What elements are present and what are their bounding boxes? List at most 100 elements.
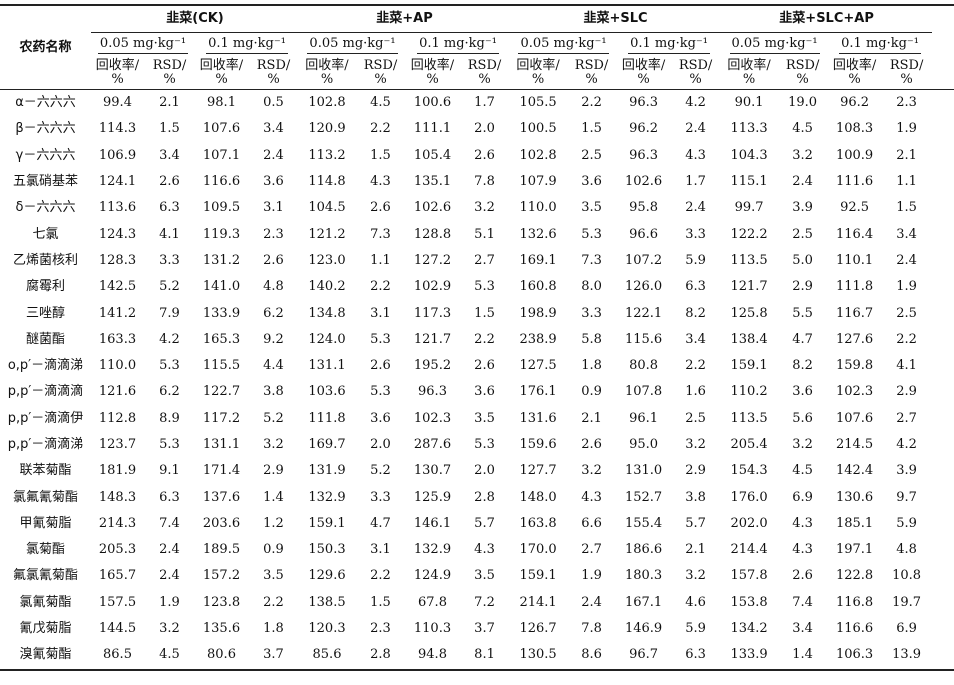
recovery-value: 102.6 bbox=[624, 174, 663, 190]
rsd-value: 1.7 bbox=[685, 174, 706, 190]
metric-header: RSD/% bbox=[144, 57, 195, 90]
rsd-value: 2.4 bbox=[263, 147, 284, 163]
metric-header: 回收率/% bbox=[510, 57, 567, 90]
recovery-value: 113.3 bbox=[730, 121, 768, 137]
level-label: 0.1 mg·kg⁻¹ bbox=[628, 36, 710, 54]
rsd-value: 5.8 bbox=[581, 331, 602, 347]
rsd-value: 2.6 bbox=[792, 568, 813, 584]
rsd-value: 2.7 bbox=[896, 410, 917, 426]
table-row: α－六六六 99.4 2.1 98.1 0.5 102.8 4.5 100.6 1.7 105.5… bbox=[0, 90, 954, 117]
rsd-value: 3.4 bbox=[896, 226, 917, 242]
rsd-value: 19.7 bbox=[892, 594, 922, 610]
rsd-value: 2.9 bbox=[263, 463, 284, 479]
rsd-value: 5.0 bbox=[792, 252, 813, 268]
table-row: p,p′－滴滴伊 112.8 8.9 117.2 5.2 111.8 3.6 102.3 3.5… bbox=[0, 406, 954, 432]
recovery-value: 120.3 bbox=[308, 621, 346, 637]
recovery-value: 127.5 bbox=[519, 358, 557, 374]
rsd-value: 2.5 bbox=[896, 305, 917, 321]
table-row: 氯氟氰菊酯 148.3 6.3 137.6 1.4 132.9 3.3 125.9 2.8 148… bbox=[0, 484, 954, 510]
recovery-value: 132.9 bbox=[413, 542, 452, 558]
recovery-value: 116.8 bbox=[835, 594, 874, 610]
recovery-value: 124.0 bbox=[308, 331, 346, 347]
spacer bbox=[932, 432, 954, 458]
rsd-value: 3.7 bbox=[474, 621, 495, 637]
pesticide-name: 醚菌酯 bbox=[25, 331, 65, 347]
recovery-value: 100.9 bbox=[835, 147, 874, 163]
rsd-value: 2.3 bbox=[896, 95, 917, 111]
recovery-value: 95.8 bbox=[629, 200, 659, 216]
rsd-value: 2.2 bbox=[370, 279, 391, 295]
metric-header: 回收率/% bbox=[406, 57, 459, 90]
rsd-value: 2.0 bbox=[474, 121, 495, 137]
metric-label-line1: RSD/ bbox=[678, 58, 713, 73]
rsd-value: 7.3 bbox=[581, 252, 602, 268]
rsd-value: 2.6 bbox=[370, 358, 391, 374]
spacer bbox=[932, 484, 954, 510]
rsd-value: 2.2 bbox=[685, 358, 706, 374]
recovery-table: 农药名称 韭菜(CK) 韭菜+AP 韭菜+SLC 韭菜+SLC+AP 0.05 mg·… bbox=[0, 4, 954, 671]
recovery-value: 80.8 bbox=[629, 358, 659, 374]
rsd-value: 8.2 bbox=[685, 305, 706, 321]
rsd-value: 1.9 bbox=[896, 279, 917, 295]
recovery-value: 205.3 bbox=[98, 542, 137, 558]
rsd-value: 1.7 bbox=[474, 95, 495, 111]
rsd-value: 4.3 bbox=[474, 542, 495, 558]
recovery-value: 170.0 bbox=[519, 542, 557, 558]
rsd-value: 7.8 bbox=[581, 621, 602, 637]
rsd-value: 1.9 bbox=[159, 594, 180, 610]
rsd-value: 8.2 bbox=[792, 358, 813, 374]
rsd-value: 2.4 bbox=[159, 542, 180, 558]
recovery-value: 130.7 bbox=[413, 463, 452, 479]
rsd-value: 1.4 bbox=[777, 642, 829, 671]
level-label: 0.05 mg·kg⁻¹ bbox=[518, 36, 609, 54]
recovery-value: 121.2 bbox=[308, 226, 346, 242]
rsd-value: 5.9 bbox=[896, 515, 917, 531]
metric-header: RSD/% bbox=[355, 57, 406, 90]
table-row: 七氯 124.3 4.1 119.3 2.3 121.2 7.3 128.8 5.1 132.6 5… bbox=[0, 221, 954, 247]
metric-header: RSD/% bbox=[777, 57, 829, 90]
metric-header: RSD/% bbox=[459, 57, 511, 90]
recovery-value: 131.9 bbox=[308, 463, 346, 479]
recovery-value: 102.3 bbox=[835, 384, 874, 400]
rsd-value: 2.6 bbox=[263, 252, 284, 268]
rsd-value: 5.3 bbox=[474, 437, 495, 452]
rsd-value: 3.2 bbox=[685, 568, 706, 584]
recovery-value: 126.0 bbox=[624, 279, 663, 295]
recovery-value: 163.3 bbox=[98, 331, 137, 347]
rsd-value: 7.4 bbox=[159, 515, 180, 531]
recovery-value: 142.4 bbox=[835, 463, 874, 479]
rsd-value: 7.4 bbox=[792, 594, 813, 610]
rsd-value: 4.2 bbox=[685, 95, 706, 111]
recovery-value: 146.9 bbox=[624, 621, 663, 637]
rsd-value: 2.6 bbox=[370, 200, 391, 216]
pesticide-name: δ－六六六 bbox=[15, 200, 76, 216]
table-row: 氯菊酯 205.3 2.4 189.5 0.9 150.3 3.1 132.9 4.3 170.0… bbox=[0, 537, 954, 563]
recovery-value: 124.1 bbox=[98, 174, 137, 190]
rsd-value: 0.9 bbox=[263, 542, 284, 558]
rsd-value: 2.0 bbox=[370, 437, 391, 452]
rsd-value: 0.5 bbox=[263, 95, 284, 111]
recovery-value: 115.1 bbox=[730, 174, 768, 190]
rsd-value: 19.0 bbox=[788, 95, 818, 111]
rsd-value: 1.5 bbox=[370, 594, 391, 610]
metric-label-line2: % bbox=[900, 72, 913, 87]
pesticide-name: 溴氰菊酯 bbox=[0, 642, 91, 671]
recovery-value: 105.4 bbox=[413, 147, 452, 163]
recovery-value: 135.1 bbox=[413, 174, 452, 190]
recovery-value: 128.3 bbox=[98, 252, 137, 268]
recovery-value: 96.3 bbox=[418, 384, 447, 400]
table-row: p,p′－滴滴滴 121.6 6.2 122.7 3.8 103.6 5.3 96.3 3.6 1… bbox=[0, 379, 954, 405]
table-row: 溴氰菊酯 86.5 4.5 80.6 3.7 85.6 2.8 94.8 8.1 130.5 8.6… bbox=[0, 642, 954, 671]
spacer bbox=[932, 590, 954, 616]
level-header: 0.05 mg·kg⁻¹ bbox=[91, 33, 195, 58]
recovery-value: 96.6 bbox=[629, 226, 659, 242]
rsd-value: 2.6 bbox=[159, 174, 180, 190]
recovery-value: 117.3 bbox=[413, 305, 452, 321]
table-row: 氰戊菊脂 144.5 3.2 135.6 1.8 120.3 2.3 110.3 3.7 126.… bbox=[0, 616, 954, 642]
recovery-value: 134.2 bbox=[730, 621, 768, 637]
rsd-value: 5.2 bbox=[370, 463, 391, 479]
metric-label-line1: RSD/ bbox=[363, 58, 398, 73]
metric-header: 回收率/% bbox=[299, 57, 355, 90]
rsd-value: 6.3 bbox=[685, 279, 706, 295]
